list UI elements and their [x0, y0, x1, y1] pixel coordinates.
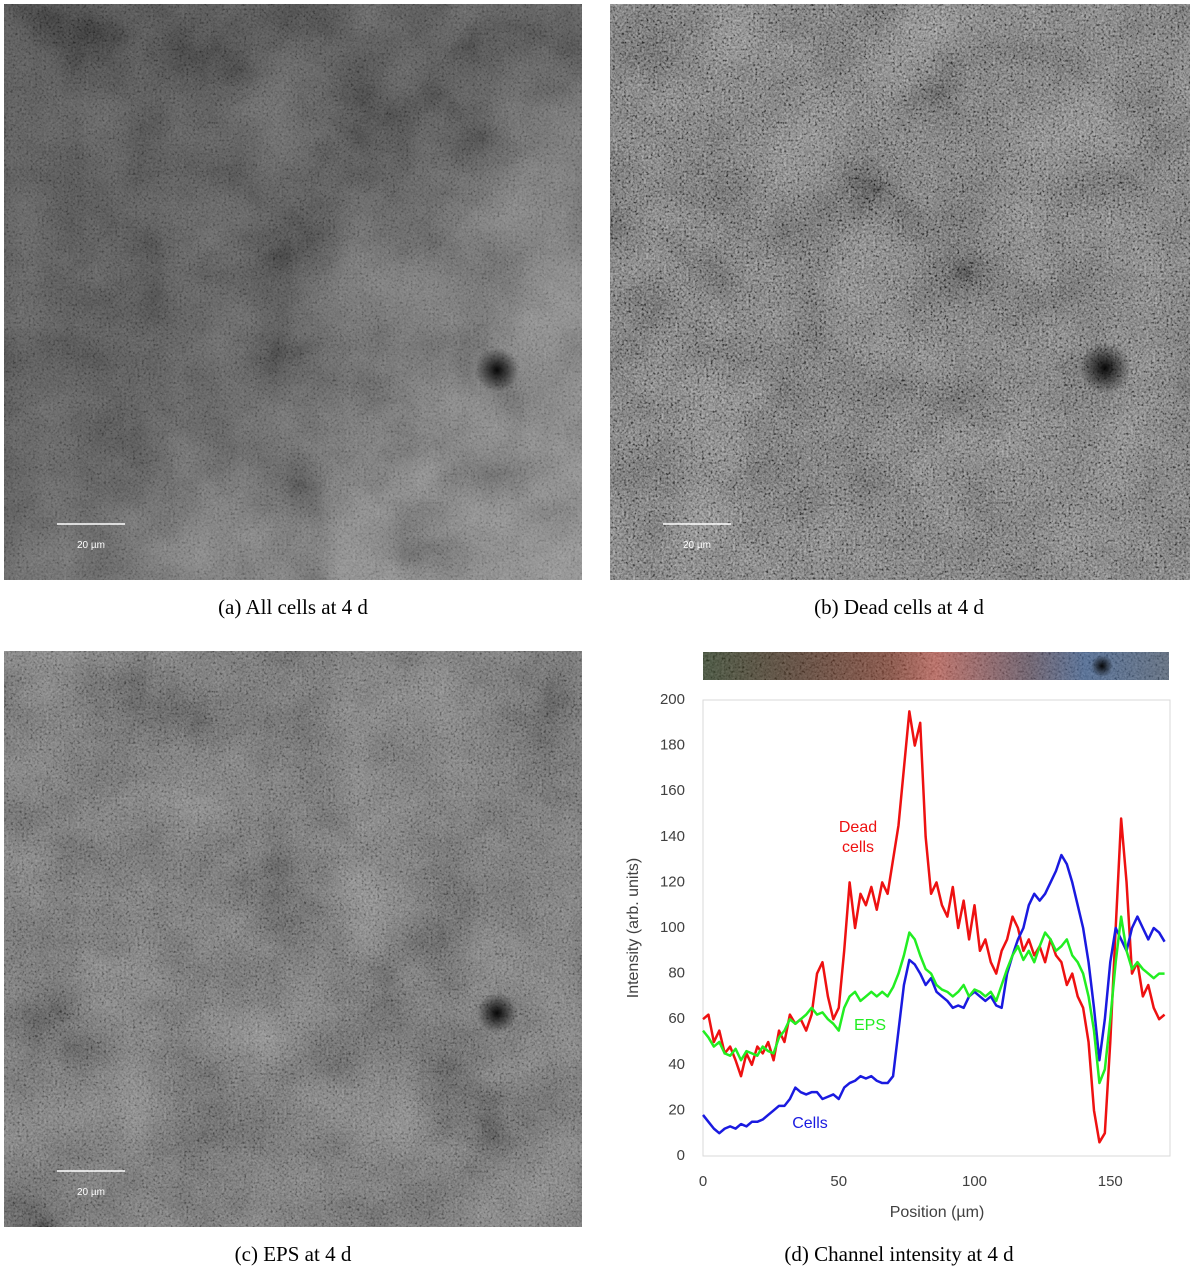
caption: (d) Channel intensity at 4 d: [784, 1242, 1014, 1266]
y-tick-label: 140: [660, 828, 685, 845]
panel-a-image: [4, 4, 582, 580]
series-line: [703, 711, 1165, 1142]
y-axis-title: Intensity (arb. units): [625, 858, 642, 999]
scale-bar-label: 20 µm: [683, 540, 711, 551]
y-tick-label: 0: [677, 1147, 685, 1164]
x-tick-label: 150: [1098, 1173, 1123, 1190]
caption: (a) All cells at 4 d: [218, 595, 368, 619]
y-tick-label: 60: [668, 1010, 685, 1027]
caption: (b) Dead cells at 4 d: [814, 595, 984, 619]
plot-area: [703, 700, 1170, 1156]
panel-b-image: [610, 4, 1190, 580]
panel-c-image: [4, 651, 582, 1227]
y-tick-label: 80: [668, 965, 685, 982]
x-axis-title: Position (µm): [890, 1204, 985, 1221]
y-tick-label: 160: [660, 782, 685, 799]
x-tick-label: 100: [962, 1173, 987, 1190]
figure: 20 µm 20 µm 20 µm (a) All cells at 4 d (…: [0, 0, 1190, 1271]
intensity-strip: [703, 652, 1169, 680]
y-tick-label: 20: [668, 1101, 685, 1118]
y-tick-label: 40: [668, 1056, 685, 1073]
x-tick-label: 50: [830, 1173, 847, 1190]
x-tick-label: 0: [699, 1173, 707, 1190]
y-tick-label: 180: [660, 737, 685, 754]
series-label: Dead cells: [832, 818, 884, 858]
page: {"panels": [ {"caption": "(a) All cells …: [0, 0, 1190, 1271]
series-label: Cells: [780, 1114, 840, 1134]
scale-bar-label: 20 µm: [77, 1187, 105, 1198]
series-line: [703, 855, 1165, 1133]
scale-bar-label: 20 µm: [77, 540, 105, 551]
caption: (c) EPS at 4 d: [235, 1242, 352, 1266]
y-tick-label: 200: [660, 691, 685, 708]
y-tick-label: 120: [660, 873, 685, 890]
y-tick-label: 100: [660, 919, 685, 936]
series-label: EPS: [842, 1016, 898, 1036]
